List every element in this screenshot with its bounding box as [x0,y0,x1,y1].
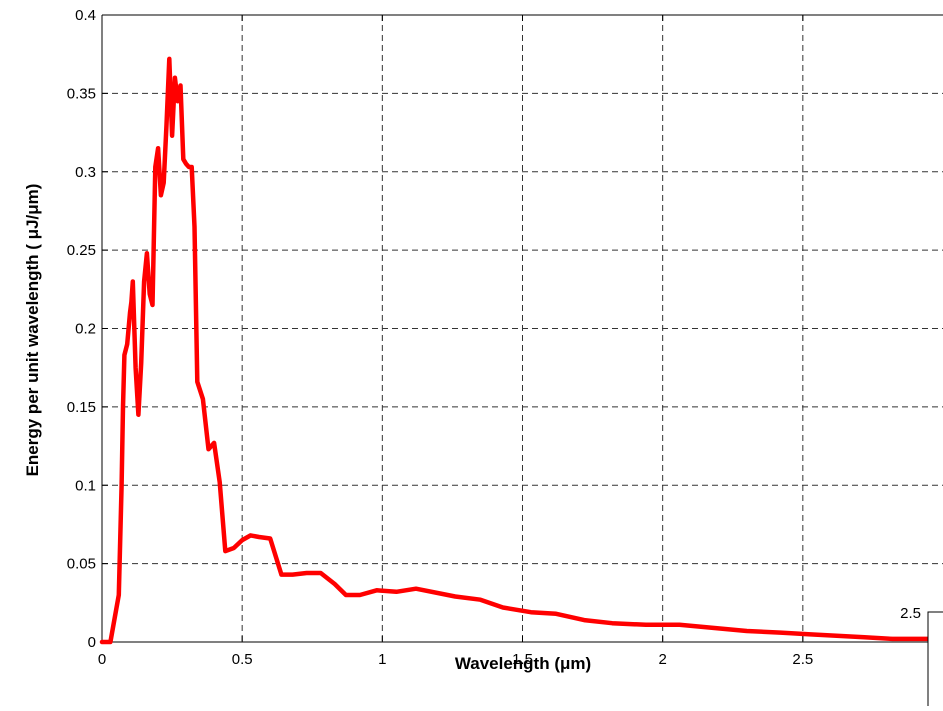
x-tick-label: 0 [98,651,106,668]
y-axis-title: Energy per unit wavelength ( μJ/μm) [23,184,42,477]
x-tick-label: 1 [378,651,386,668]
y-tick-label: 0.05 [67,556,96,573]
series-layer [99,56,943,645]
series-line [99,56,943,645]
grid-layer [102,15,943,642]
y-tick-label: 0.25 [67,242,96,259]
y-tick-label: 0.15 [67,399,96,416]
inset-box [927,611,943,711]
y-tick-label: 0.2 [75,321,96,338]
x-tick-label: 1.5 [512,651,533,668]
inset-layer: 2.5 [900,605,943,711]
y-tick-label: 0 [88,634,96,651]
x-tick-label: 2 [658,651,666,668]
axes-layer [101,14,943,643]
labels-layer: Wavelength (μm) Energy per unit waveleng… [23,7,813,673]
inset-tick-label: 2.5 [900,605,921,622]
x-axis-title: Wavelength (μm) [455,654,591,673]
y-tick-label: 0.4 [75,7,96,24]
y-tick-label: 0.35 [67,85,96,102]
y-tick-label: 0.3 [75,164,96,181]
x-tick-label: 0.5 [232,651,253,668]
y-tick-label: 0.1 [75,477,96,494]
x-tick-label: 2.5 [792,651,813,668]
